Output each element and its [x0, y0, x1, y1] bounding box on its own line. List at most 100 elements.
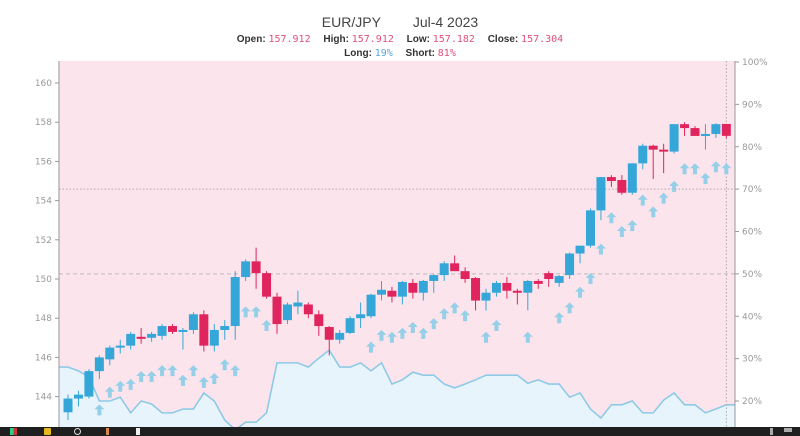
long-value: 19%	[374, 48, 393, 59]
long-signal-arrow-icon	[219, 359, 230, 371]
long-signal-arrow-icon	[616, 225, 627, 237]
left-axis-tick-label: 156	[35, 157, 52, 167]
candle-body	[241, 261, 251, 278]
candle-body	[84, 371, 94, 397]
long-sentiment-line	[59, 348, 735, 427]
candle-body	[262, 273, 272, 297]
candle-body	[627, 163, 637, 193]
folder-icon[interactable]	[44, 428, 51, 435]
long-signal-arrow-icon	[648, 206, 659, 218]
candle-body	[617, 180, 627, 193]
long-signal-arrow-icon	[481, 331, 491, 343]
candle-body	[408, 282, 418, 293]
close-value: 157.304	[521, 34, 564, 45]
long-signal-arrow-icon	[251, 306, 262, 318]
candle-body	[648, 145, 658, 150]
candle-body	[680, 124, 690, 129]
candle-body	[502, 282, 512, 291]
long-signal-arrow-icon	[386, 331, 397, 343]
long-signal-arrow-icon	[669, 180, 680, 192]
high-value: 157.912	[351, 34, 394, 45]
long-signal-arrow-icon	[177, 374, 188, 386]
short-label: Short:	[405, 48, 435, 59]
candle-body	[512, 290, 522, 293]
candle-body	[220, 326, 230, 330]
long-signal-arrow-icon	[188, 365, 199, 377]
long-signal-arrow-icon	[690, 163, 700, 175]
long-signal-arrow-icon	[125, 378, 136, 390]
right-axis-tick-label: 60%	[742, 228, 762, 238]
left-axis-tick-label: 154	[35, 197, 52, 207]
app-icon[interactable]	[10, 428, 17, 435]
candle-body	[356, 314, 366, 319]
candle-body	[575, 245, 585, 254]
long-signal-arrow-icon	[366, 341, 377, 353]
long-signal-arrow-icon	[240, 306, 251, 318]
candle-body	[147, 333, 157, 338]
right-axis-tick-label: 40%	[742, 312, 762, 322]
long-signal-arrow-icon	[585, 273, 596, 284]
tray-icon[interactable]	[784, 428, 792, 432]
candlestick-chart[interactable]: 144 146 148 150 152 154 156 158 160 20% 30% 40% 50% 6…	[0, 0, 800, 427]
candle-body	[324, 327, 334, 340]
cursor-icon[interactable]	[136, 428, 140, 435]
candle-body	[418, 280, 428, 293]
candle-body	[460, 271, 470, 279]
candle-body	[230, 277, 240, 327]
right-axis-tick-label: 70%	[742, 185, 762, 195]
right-axis-tick-label: 100%	[742, 58, 768, 68]
candle-body	[366, 294, 376, 317]
candle-body	[481, 292, 491, 301]
long-signal-arrow-icon	[595, 243, 606, 255]
long-signal-arrow-icon	[522, 331, 533, 343]
candle-body	[272, 296, 282, 325]
candle-body	[606, 177, 616, 181]
right-axis-tick-label: 20%	[742, 397, 762, 407]
long-signal-arrow-icon	[261, 320, 272, 332]
candle-body	[199, 314, 209, 346]
long-signal-arrow-icon	[157, 365, 168, 377]
candle-body	[721, 123, 731, 136]
ohlc-readout: Open: 157.912 High: 157.912 Low: 157.182…	[0, 34, 800, 45]
long-signal-arrow-icon	[104, 386, 115, 398]
candle-body	[209, 329, 219, 346]
long-signal-arrow-icon	[198, 376, 209, 388]
long-area	[59, 350, 735, 427]
candle-body	[115, 345, 125, 348]
long-signal-arrow-icon	[710, 161, 721, 173]
long-signal-arrow-icon	[554, 312, 565, 324]
candle-body	[439, 263, 449, 276]
long-signal-arrow-icon	[94, 404, 105, 416]
long-signal-arrow-icon	[115, 380, 126, 392]
long-signal-arrow-icon	[627, 220, 638, 232]
high-label: High:	[323, 34, 349, 45]
candle-body	[596, 177, 606, 211]
candle-body	[178, 329, 188, 332]
candle-body	[282, 304, 292, 321]
long-signal-arrow-icon	[209, 372, 220, 384]
sentiment-readout: Long: 19% Short: 81%	[0, 48, 800, 59]
candle-body	[638, 145, 648, 164]
long-signal-arrow-icon	[491, 320, 502, 332]
browser-icon[interactable]	[74, 428, 81, 435]
candle-body	[63, 398, 73, 413]
candle-body	[105, 347, 115, 360]
left-axis-tick-label: 150	[35, 275, 52, 285]
tray-icon[interactable]	[770, 428, 773, 435]
long-signal-arrow-icon	[564, 302, 575, 314]
plot-area	[59, 61, 735, 427]
left-axis-tick-label: 158	[35, 118, 52, 128]
candle-body	[690, 128, 700, 136]
candle-body	[314, 314, 324, 327]
candle-body	[168, 326, 177, 332]
long-signal-arrow-icon	[575, 286, 586, 298]
long-signal-arrow-icon	[721, 163, 732, 175]
long-label: Long:	[344, 48, 372, 59]
app-icon[interactable]	[106, 428, 109, 435]
left-axis-tick-label: 144	[35, 393, 52, 403]
candle-body	[94, 357, 104, 372]
long-signal-arrow-icon	[418, 327, 429, 339]
candle-body	[73, 394, 83, 399]
short-value: 81%	[437, 48, 456, 59]
long-signal-arrow-icon	[637, 194, 648, 206]
